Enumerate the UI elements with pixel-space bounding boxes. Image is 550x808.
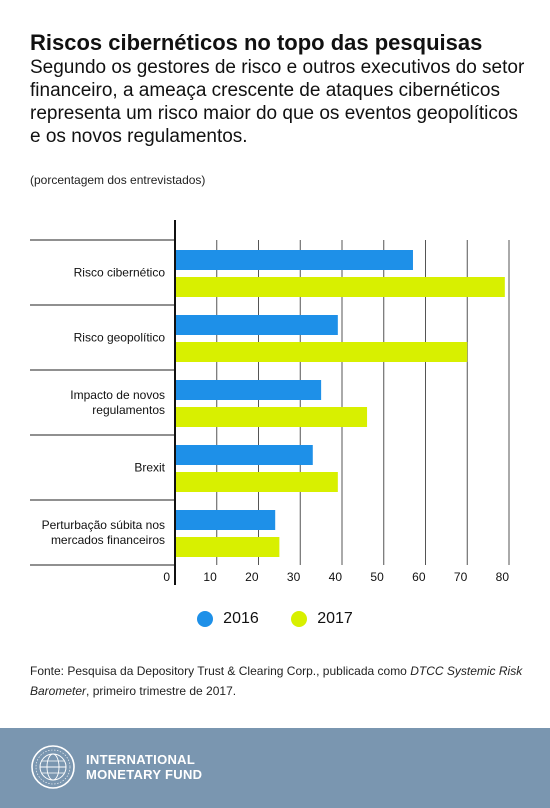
tick-label-80: 80 <box>496 570 510 584</box>
org-name: INTERNATIONAL MONETARY FUND <box>86 752 202 782</box>
imf-seal-icon <box>31 745 75 789</box>
tick-label-0: 0 <box>163 570 170 584</box>
category-label-0-0: Risco cibernético <box>74 266 166 280</box>
tick-label-40: 40 <box>329 570 343 584</box>
bar-2017-4 <box>175 537 280 557</box>
bar-2016-3 <box>175 445 313 465</box>
category-label-2-1: regulamentos <box>92 403 165 417</box>
legend-item-2017: 2017 <box>291 610 353 628</box>
legend-swatch-2017 <box>291 611 308 627</box>
legend-label-2016: 2016 <box>223 610 259 627</box>
bar-2017-3 <box>175 472 338 492</box>
legend-swatch-2016 <box>197 611 214 627</box>
legend-label-2017: 2017 <box>317 610 353 627</box>
source-prefix: Fonte: Pesquisa da Depository Trust & Cl… <box>30 664 411 678</box>
tick-label-50: 50 <box>370 570 384 584</box>
tick-label-10: 10 <box>203 570 217 584</box>
category-label-3-0: Brexit <box>134 461 165 475</box>
tick-label-20: 20 <box>245 570 259 584</box>
category-label-4-1: mercados financeiros <box>51 533 165 547</box>
bar-2017-2 <box>175 407 368 427</box>
bar-2016-2 <box>175 380 322 400</box>
source-note: Fonte: Pesquisa da Depository Trust & Cl… <box>30 661 530 701</box>
bar-chart: Risco cibernético Risco geopolítico Impact… <box>30 220 510 585</box>
bar-2017-1 <box>175 342 468 362</box>
org-name-line1: INTERNATIONAL <box>86 752 196 767</box>
chart-title: Riscos cibernéticos no topo das pesquisa… <box>30 30 483 55</box>
unit-note: (porcentagem dos entrevistados) <box>30 173 206 187</box>
chart-subtitle: Segundo os gestores de risco e outros ex… <box>30 57 525 147</box>
bar-2016-0 <box>175 250 413 270</box>
legend: 2016 2017 <box>0 610 550 632</box>
category-label-4-0: Perturbação súbita nos <box>42 518 165 532</box>
legend-item-2016: 2016 <box>197 610 259 628</box>
footer-bar: INTERNATIONAL MONETARY FUND <box>0 728 550 808</box>
source-italic: DTCC Systemic Risk Barometer <box>30 664 523 698</box>
org-name-line2: MONETARY FUND <box>86 767 203 782</box>
bar-2017-0 <box>175 277 505 297</box>
tick-label-60: 60 <box>412 570 426 584</box>
tick-label-30: 30 <box>287 570 301 584</box>
category-label-1-0: Risco geopolítico <box>74 331 166 345</box>
bar-2016-1 <box>175 315 338 335</box>
category-label-2-0: Impacto de novos <box>70 388 165 402</box>
tick-label-70: 70 <box>454 570 468 584</box>
source-suffix: , primeiro trimestre de 2017. <box>86 684 237 698</box>
bar-2016-4 <box>175 510 276 530</box>
